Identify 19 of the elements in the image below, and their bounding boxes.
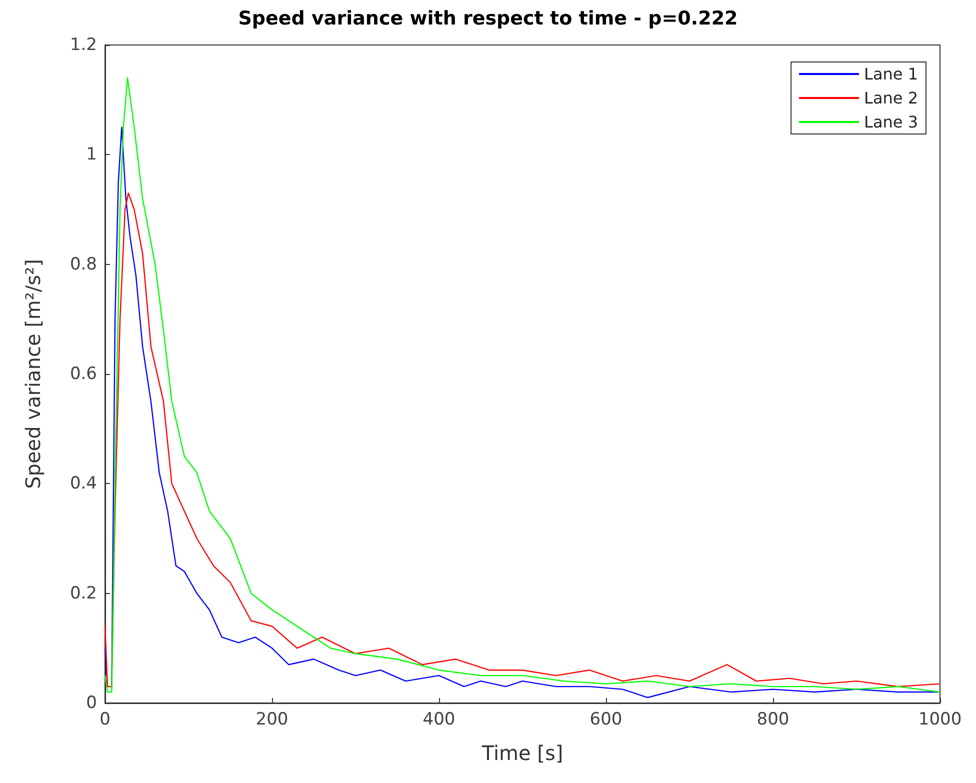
x-axis-title: Time [s] [480,741,564,765]
y-tick-label: 0 [86,693,97,713]
x-tick-label: 400 [422,710,456,730]
y-tick-label: 0.6 [70,364,97,384]
legend-label: Lane 1 [864,64,918,84]
y-tick-label: 0.4 [70,474,97,494]
chart-title: Speed variance with respect to time - p=0.222 [238,8,738,30]
x-tick-label: 1000 [918,710,962,730]
y-tick-label: 1.2 [70,35,97,55]
y-tick-label: 1 [86,144,97,165]
x-tick-label: 800 [756,710,790,730]
y-tick-label: 0.2 [70,583,97,604]
legend-label: Lane 2 [864,88,918,108]
x-tick-label: 200 [256,710,288,730]
x-tick-label: 600 [590,710,622,730]
x-tick-label: 0 [100,710,110,730]
y-tick-label: 0.8 [70,254,97,274]
legend-label: Lane 3 [864,112,918,132]
y-axis-title: Speed variance [m²/s²] [21,259,45,489]
